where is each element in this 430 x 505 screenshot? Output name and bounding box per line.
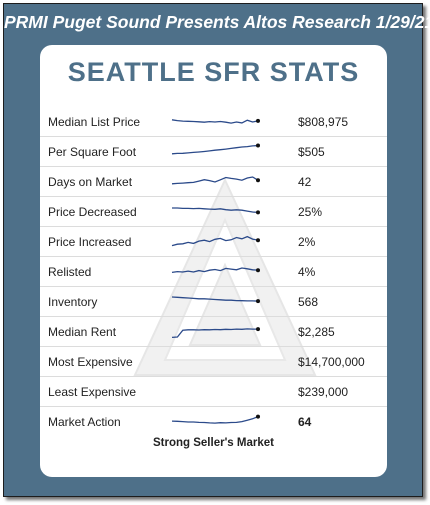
stat-row-most-expensive: Most Expensive $14,700,000 [40,347,387,377]
sparkline-endpoint [256,327,260,332]
stat-label: Market Action [48,415,121,429]
stats-frame: PRMI Puget Sound Presents Altos Research… [3,3,430,497]
sparkline-series [171,296,259,302]
stat-row-price-decreased: Price Decreased 25% [40,197,387,227]
watermark-logo [133,177,317,376]
sparkline-series [172,207,259,214]
stat-row-price-increased: Price Increased 2% [40,227,387,257]
stat-row-market-action: Market Action 64 [40,407,387,437]
stat-label: Inventory [48,295,98,309]
stat-label: Relisted [48,265,92,279]
stat-value: 25% [298,205,323,219]
sparkline [171,118,260,124]
stat-value: 568 [298,295,319,309]
stat-value: 64 [298,415,312,429]
stat-label: Median Rent [48,325,117,339]
sparkline-endpoint [256,143,260,148]
sparkline-endpoint [256,238,260,243]
sparkline-series [171,235,259,247]
stat-label: Most Expensive [48,355,133,369]
stat-label: Days on Market [48,175,133,189]
sparkline [171,296,260,304]
sparkline-series [171,415,259,424]
stat-value: $808,975 [298,115,349,129]
header-title: PRMI Puget Sound Presents Altos Research… [4,12,430,32]
market-status: Strong Seller's Market [153,437,274,449]
sparkline [171,267,260,274]
stat-value: $239,000 [298,385,349,399]
stat-value: 4% [298,265,316,279]
stat-row-least-expensive: Least Expensive $239,000 [40,377,387,407]
stat-value: $2,285 [298,325,335,339]
stat-value: 2% [298,235,316,249]
stat-label: Price Increased [48,235,132,249]
sparkline [171,414,260,424]
stat-value: 42 [298,175,312,189]
stat-row-days-on-market: Days on Market 42 [40,167,387,197]
sparkline-endpoint [256,118,260,123]
stats-list: Median List Price $808,975 Per Square Fo… [40,107,387,437]
sparkline [171,235,260,247]
sparkline-endpoint [256,268,260,273]
stat-value: $505 [298,145,325,159]
sparkline [172,207,260,215]
sparkline [171,327,260,339]
sparkline [171,143,260,155]
card-title: SEATTLE SFR STATS [67,57,360,87]
sparkline-endpoint [256,210,260,215]
sparkline-series [171,267,259,274]
stat-row-median-rent: Median Rent $2,285 [40,317,387,347]
stat-label: Price Decreased [48,205,137,219]
sparkline-series [171,119,259,124]
stat-label: Median List Price [48,115,141,129]
stat-value: $14,700,000 [298,355,365,369]
sparkline [171,176,260,185]
stat-label: Per Square Foot [48,145,137,159]
sparkline-series [171,176,259,185]
stat-row-inventory: Inventory 568 [40,287,387,317]
sparkline-endpoint [256,414,260,419]
stat-row-relisted: Relisted 4% [40,257,387,287]
sparkline-endpoint [256,178,260,183]
sparkline-series [171,144,259,155]
sparkline-series [171,328,258,339]
stat-row-per-square-foot: Per Square Foot $505 [40,137,387,167]
sparkline-endpoint [256,299,260,304]
stat-row-median-list-price: Median List Price $808,975 [40,107,387,137]
stat-label: Least Expensive [48,385,137,399]
stats-card: SEATTLE SFR STATS Median List Price $808… [40,45,387,477]
